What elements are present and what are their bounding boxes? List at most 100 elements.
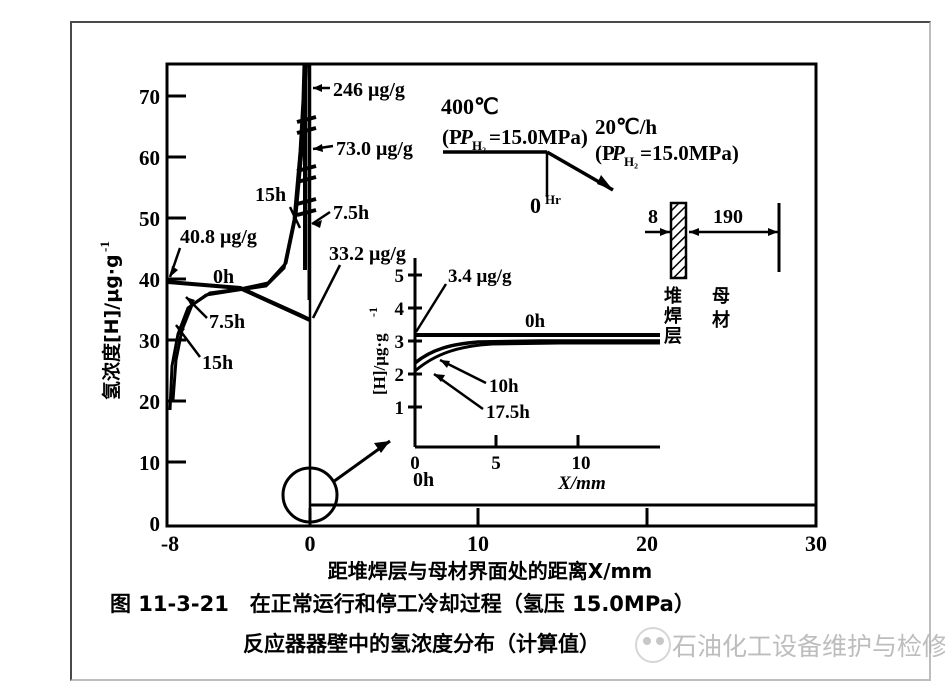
x-tick-10: 10 (467, 531, 489, 556)
schedule-cool-pressure-p: P (611, 141, 625, 165)
x-tick-minus8: -8 (161, 531, 179, 556)
annotation-7-5h-left-label: 7.5h (209, 311, 245, 333)
zero-hour-marker: 0 Hr (530, 192, 561, 218)
callout-circle-detail (281, 439, 391, 524)
curve-7-5h (171, 63, 308, 401)
inset-curve-10h (413, 339, 660, 365)
annotation-15h-peak-label: 15h (255, 184, 286, 206)
inset-y-ticks: 5 4 3 2 1 (395, 266, 422, 419)
inset-annotation-3-4: 3.4 μg/g (414, 266, 512, 333)
y-tick-30: 30 (139, 329, 160, 353)
main-x-axis: -8 0 10 20 30 (161, 508, 827, 556)
watermark-logo-dot-left (643, 637, 651, 645)
weld-overlay-label-2: 焊 (664, 306, 682, 327)
inset-y-axis-title-text: [H]/μg·g (370, 333, 389, 395)
inset-annotation-10h-label: 10h (489, 376, 519, 397)
annotation-15h-left: 15h (175, 324, 233, 374)
inset-annotation-3-4-label: 3.4 μg/g (448, 266, 512, 287)
weld-overlay-label-1: 堆 (664, 285, 682, 307)
weld-overlay-label-3: 层 (664, 326, 682, 347)
y-tick-20: 20 (139, 390, 160, 414)
inset-y-tick-5: 5 (395, 266, 405, 287)
inset-annotation-17-5h-label: 17.5h (486, 402, 530, 423)
x-tick-0: 0 (305, 531, 316, 556)
watermark-text: 石油化工设备维护与检修网 (672, 632, 945, 661)
y-tick-50: 50 (139, 207, 160, 231)
annotation-33-2-label: 33.2 μg/g (329, 243, 406, 265)
annotation-40-8: 40.8 μg/g (168, 226, 257, 278)
main-curves (167, 63, 816, 526)
schedule-temperature-label: 400℃ (441, 94, 499, 119)
inset-x-tick-10: 10 (572, 453, 591, 474)
process-schedule-diagram: 400℃ (P P H₂ =15.0MPa) 20℃/h (P P H₂ =15… (441, 94, 739, 218)
base-metal-label-2: 材 (712, 309, 730, 331)
weld-overlay-block (669, 201, 688, 280)
annotation-73: 73.0 μg/g (312, 138, 413, 160)
zero-hour-superscript: Hr (545, 192, 561, 207)
annotation-246-label: 246 μg/g (333, 79, 405, 101)
annotation-0h-left-label: 0h (213, 266, 234, 288)
weld-overlay-label-group: 堆 焊 层 (664, 285, 682, 347)
annotation-7-5h-peak-label: 7.5h (333, 202, 369, 224)
schedule-pressure-group: (P P H₂ =15.0MPa) (442, 125, 588, 153)
x-axis-title: 距堆焊层与母材界面处的距离X/mm (328, 559, 652, 583)
wall-section-diagram: 8 190 堆 焊 层 母 材 堆焊层 母材 (645, 201, 781, 347)
main-y-axis-title: 氢浓度[H]/μg·g -1 (97, 241, 123, 400)
annotation-33-2: 33.2 μg/g (311, 243, 406, 319)
annotation-73-label: 73.0 μg/g (336, 138, 413, 160)
zero-hour-value: 0 (530, 193, 541, 218)
schedule-pressure-subscript: H₂ (472, 138, 486, 153)
schedule-cool-pressure-subscript: H₂ (624, 154, 638, 169)
inset-y-tick-4: 4 (395, 299, 405, 320)
watermark-logo-dot-right (656, 637, 664, 645)
schedule-cooling-rate: 20℃/h (595, 115, 657, 139)
dimension-base-190: 190 (689, 206, 778, 236)
annotation-15h-left-label: 15h (202, 352, 233, 374)
axis-break-marks (296, 115, 317, 217)
watermark-logo-icon (635, 627, 671, 663)
inset-x-ticks: 0 5 10 (410, 435, 591, 474)
y-tick-70: 70 (139, 85, 160, 109)
y-tick-10: 10 (139, 451, 160, 475)
annotation-15h-peak: 15h (255, 184, 302, 229)
annotation-0h-baseline-label: 0h (413, 469, 434, 491)
annotation-7-5h-left: 7.5h (185, 296, 245, 333)
inset-x-tick-5: 5 (491, 453, 501, 474)
schedule-cool-pressure-open: (P (595, 141, 615, 165)
main-y-axis: 70 60 50 40 30 20 10 0 (139, 85, 186, 536)
annotation-246: 246 μg/g (313, 79, 405, 101)
dimension-overlay-label: 8 (648, 206, 658, 228)
inset-x-tick-0: 0 (410, 453, 420, 474)
dimension-overlay-8: 8 (645, 206, 670, 236)
schedule-pressure-p: P (459, 125, 473, 149)
inset-curve-17-5h (414, 341, 660, 373)
watermark: 石油化工设备维护与检修网 (635, 627, 945, 663)
inset-x-axis-title: X/mm (557, 473, 606, 494)
schedule-pressure-value: =15.0MPa) (489, 125, 588, 149)
curve-15h (168, 63, 306, 411)
annotation-7-5h-peak: 7.5h (311, 202, 369, 228)
y-tick-40: 40 (139, 268, 160, 292)
y-tick-60: 60 (139, 146, 160, 170)
annotation-40-8-label: 40.8 μg/g (180, 226, 257, 248)
figure-caption-line2: 反应器器壁中的氢浓度分布（计算值） (243, 632, 600, 656)
y-axis-title-text: 氢浓度[H]/μg·g (100, 254, 123, 400)
inset-y-tick-1: 1 (395, 398, 405, 419)
x-tick-20: 20 (636, 531, 658, 556)
inset-y-axis-title: [H]/μg·g -1 (366, 307, 389, 395)
main-plot-frame (165, 62, 818, 528)
inset-annotation-0h-label: 0h (525, 311, 546, 332)
inset-annotation-10h: 10h (439, 358, 519, 397)
inset-chart: 5 4 3 2 1 [H]/μg·g -1 0 5 10 X/mm (366, 258, 660, 494)
x-tick-30: 30 (805, 531, 827, 556)
schedule-pressure-open: (P (442, 125, 462, 149)
page-frame (70, 21, 931, 681)
inset-annotation-17-5h: 17.5h (433, 372, 530, 423)
curve-0h-base-slope (239, 286, 311, 322)
y-axis-title-exponent: -1 (97, 241, 112, 252)
inset-y-tick-2: 2 (395, 365, 405, 386)
base-metal-label-group: 母 材 (712, 286, 730, 331)
figure-caption-line1: 图 11-3-21 在正常运行和停工冷却过程（氢压 15.0MPa） (110, 592, 695, 616)
